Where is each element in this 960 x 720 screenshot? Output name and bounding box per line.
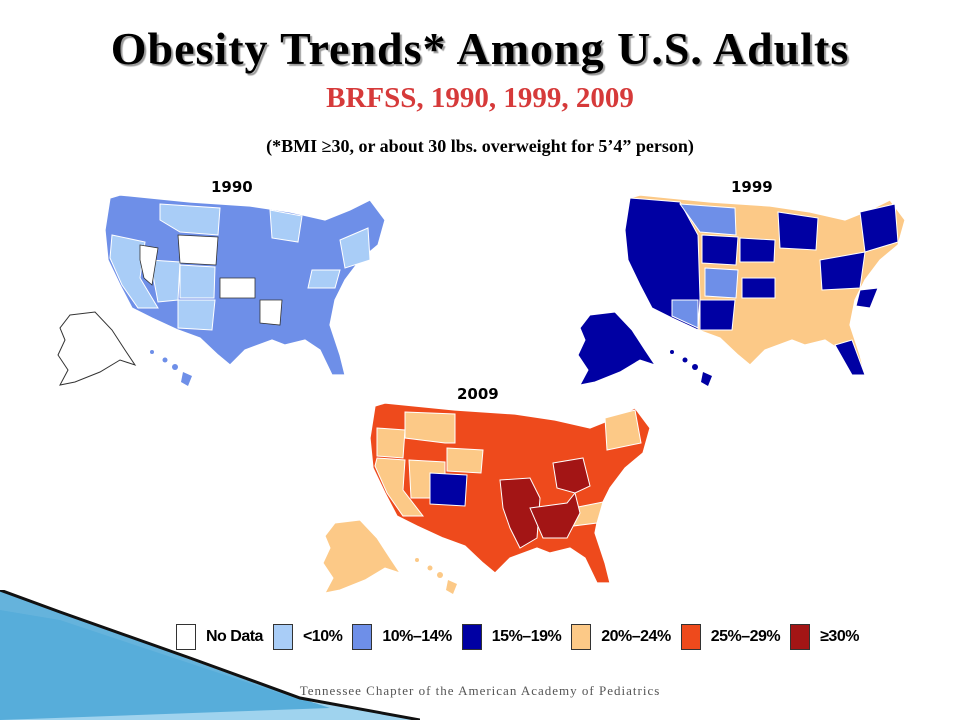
bmi-note: (*BMI ≥30, or about 30 lbs. overweight f… [266, 136, 694, 156]
legend-swatch [571, 624, 592, 650]
legend-swatch [790, 624, 811, 650]
footer-credit: Tennessee Chapter of the American Academ… [299, 683, 661, 698]
alaska-1990 [57, 311, 137, 386]
alaska-2009 [322, 519, 402, 594]
mainland-us-1990 [104, 194, 386, 376]
legend-label: <10% [302, 628, 343, 645]
swoosh-dark [0, 590, 330, 720]
us-map-1990 [57, 194, 386, 386]
hawaii-1999 [670, 350, 712, 386]
legend-swatch [680, 624, 701, 650]
legend-label: ≥30% [820, 628, 859, 645]
swoosh-line [0, 590, 420, 720]
legend-label: 20%–24% [601, 628, 671, 645]
legend-label: No Data [206, 628, 263, 645]
legend-label: 15%–19% [491, 628, 562, 645]
legend-item-ge30: ≥30% [790, 624, 859, 650]
alaska-1999 [577, 311, 657, 386]
map-label-1999: 1999 [731, 178, 773, 196]
legend-swatch [461, 624, 482, 650]
legend-item-lt10: <10% [272, 624, 343, 650]
us-map-1999 [577, 194, 906, 386]
mainland-us-1999 [624, 194, 906, 376]
hawaii-2009 [415, 558, 457, 594]
hawaii-1990 [150, 350, 192, 386]
slide-title: Obesity Trends* Among U.S. Adults [110, 23, 850, 74]
decorative-swoosh [0, 590, 420, 720]
legend-swatch [176, 624, 196, 650]
legend-label: 25%–29% [710, 628, 781, 645]
legend-item-15-19: 15%–19% [461, 624, 562, 650]
us-map-2009 [322, 402, 651, 594]
legend-item-10-14: 10%–14% [352, 624, 452, 650]
legend-item-no-data: No Data [176, 624, 263, 650]
map-legend: No Data <10% 10%–14% 15%–19% 20%–24% 25%… [176, 622, 869, 652]
legend-item-20-24: 20%–24% [571, 624, 671, 650]
mainland-us-2009 [369, 402, 651, 584]
legend-swatch [272, 624, 293, 650]
legend-item-25-29: 25%–29% [680, 624, 781, 650]
legend-label: 10%–14% [382, 628, 452, 645]
slide-subtitle: BRFSS, 1990, 1999, 2009 [326, 82, 634, 114]
legend-swatch [352, 624, 373, 650]
map-label-1990: 1990 [211, 178, 253, 196]
map-label-2009: 2009 [457, 385, 499, 403]
